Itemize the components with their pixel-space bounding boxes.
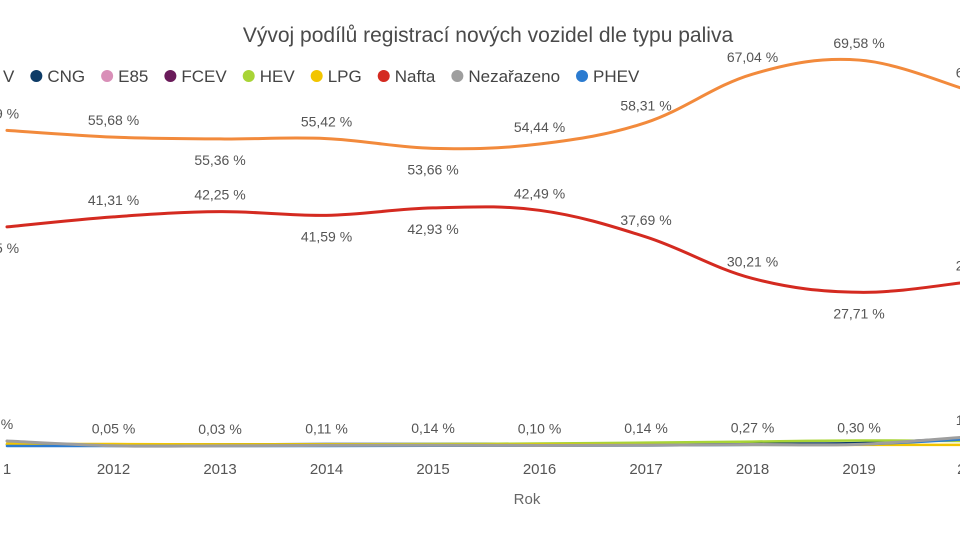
x-tick-label: 2017 — [629, 461, 662, 478]
x-tick-label: 2018 — [736, 461, 769, 478]
data-label: 0,05 % — [92, 421, 136, 437]
data-label: 55,68 % — [88, 112, 139, 128]
series-line-nezařazeno — [5, 436, 960, 448]
data-label: 41,59 % — [301, 228, 352, 244]
data-label: % — [1, 416, 13, 432]
legend-label: V — [3, 67, 15, 86]
legend-label: E85 — [118, 67, 148, 86]
data-label: 41,31 % — [88, 192, 139, 208]
series-line-nafta — [5, 205, 960, 294]
data-label: 37,69 % — [620, 212, 671, 228]
data-label: 0,14 % — [411, 420, 455, 436]
data-label: 53,66 % — [407, 161, 458, 177]
x-tick-label: 2016 — [523, 461, 556, 478]
legend: V CNG E85 FCEV HEV LPG Nafta Nezařazeno PHEV — [3, 67, 640, 86]
data-label: 42,25 % — [194, 187, 245, 203]
legend-label: FCEV — [181, 67, 227, 86]
data-label: 9 % — [0, 105, 19, 121]
legend-label: HEV — [260, 67, 296, 86]
legend-label: Nezařazeno — [468, 67, 560, 86]
legend-marker — [164, 70, 177, 82]
data-label: 69,58 % — [833, 35, 884, 51]
x-tick-label: 2019 — [842, 461, 875, 478]
legend-marker — [310, 70, 323, 82]
x-tick-label: 2014 — [310, 461, 343, 478]
legend-marker — [101, 70, 114, 82]
data-label: 42,93 % — [407, 221, 458, 237]
data-label: 5 % — [0, 240, 19, 256]
data-label: 29, — [956, 257, 960, 273]
data-label: 30,21 % — [727, 253, 778, 269]
x-tick-label: 2012 — [97, 461, 130, 478]
data-label: 1,6 — [956, 412, 960, 428]
x-tick-label: 2013 — [203, 461, 236, 478]
data-label: 0,30 % — [837, 419, 881, 435]
data-label: 27,71 % — [833, 305, 884, 321]
chart-title: Vývoj podílů registrací nových vozidel d… — [243, 24, 734, 47]
legend-marker — [576, 70, 589, 82]
legend-label: CNG — [47, 67, 85, 86]
legend-marker — [30, 70, 43, 82]
data-label: 67,04 % — [727, 49, 778, 65]
legend-label: Nafta — [395, 67, 436, 86]
data-label: 0,27 % — [731, 420, 775, 436]
legend-marker — [377, 70, 390, 82]
legend-label: PHEV — [593, 67, 640, 86]
series-line-benzin — [5, 57, 960, 151]
data-label: 0,03 % — [198, 421, 242, 437]
data-label: 55,42 % — [301, 114, 352, 130]
legend-label: LPG — [328, 67, 362, 86]
data-label: 0,10 % — [518, 420, 562, 436]
legend-marker — [451, 70, 464, 82]
x-axis-label: Rok — [514, 491, 541, 508]
data-label: 0,14 % — [624, 420, 668, 436]
data-label: 58,31 % — [620, 98, 671, 114]
x-tick-label: 1 — [3, 461, 11, 478]
data-label: 64, — [956, 64, 960, 80]
x-tick-label: 2015 — [416, 461, 449, 478]
series-lines — [5, 57, 960, 448]
data-label: 54,44 % — [514, 119, 565, 135]
data-labels: 9 % 55,68 % 55,36 % 55,42 % 53,66 % 54,44 % 58… — [0, 35, 960, 437]
legend-marker — [242, 70, 255, 82]
x-axis-ticks: 1 2012 2013 2014 2015 2016 2017 2018 2019 20 — [3, 461, 960, 478]
data-label: 55,36 % — [194, 152, 245, 168]
data-label: 0,11 % — [305, 420, 348, 436]
x-tick-label: 20 — [957, 461, 960, 478]
data-label: 42,49 % — [514, 185, 565, 201]
